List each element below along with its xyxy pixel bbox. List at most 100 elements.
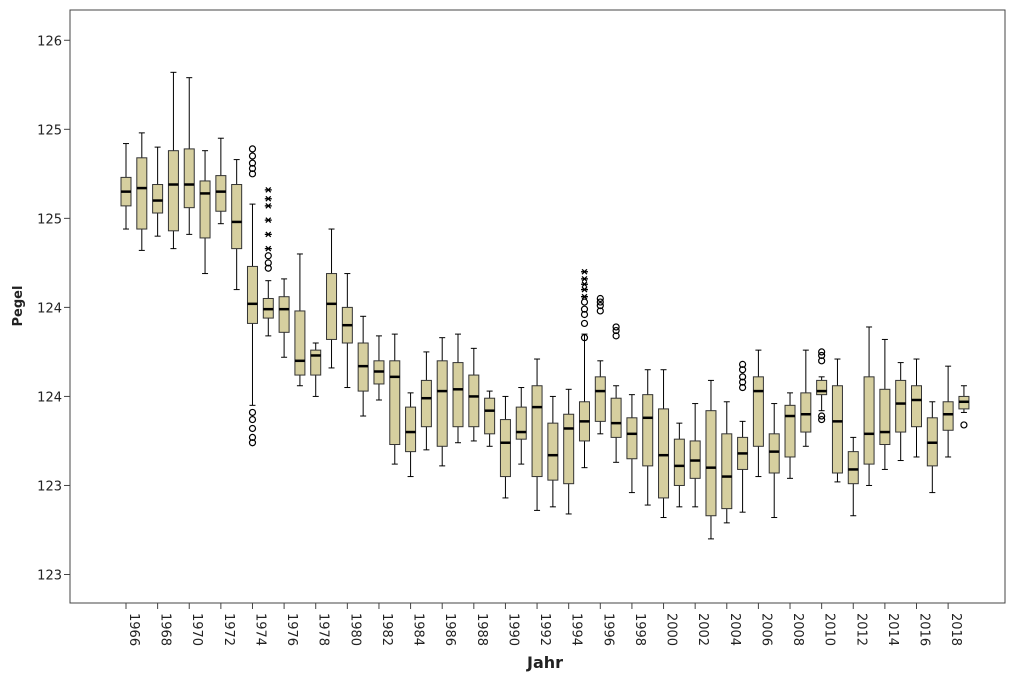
box [942,401,954,431]
box [246,265,258,324]
y-tick-label: 123 [37,569,62,584]
outlier [264,264,272,272]
box [199,180,211,239]
x-tick-label: 2010 [822,613,837,646]
outlier [818,351,826,360]
box [626,417,638,460]
x-tick-label: 1980 [347,613,362,646]
x-tick-label: 1986 [442,613,457,646]
x-axis-title: Jahr [526,653,563,672]
box [484,397,496,435]
plot-frame [69,9,1006,604]
box [531,385,543,478]
box [420,379,432,428]
outlier [818,357,826,365]
box [768,433,780,474]
box [863,376,875,465]
box [831,385,843,474]
extreme [580,268,588,275]
x-tick-label: 1968 [158,613,173,646]
outlier [818,415,826,424]
x-tick-label: 2004 [727,613,742,646]
box [816,379,828,396]
x-tick-label: 1988 [474,613,489,646]
outlier [248,152,257,160]
x-tick-label: 1982 [379,613,394,646]
box [705,410,717,517]
outlier [580,310,589,319]
box [231,184,243,250]
box [515,406,527,440]
outlier [596,302,604,310]
box [183,148,195,209]
outlier [738,378,747,386]
outlier [612,323,620,331]
x-tick-label: 1996 [600,613,615,646]
box [436,360,448,447]
x-tick-label: 2008 [790,613,805,646]
outlier [248,433,257,441]
box [594,376,606,422]
box [326,273,338,340]
outlier [264,252,272,260]
box [499,419,511,478]
outlier [580,305,589,313]
box [911,385,922,428]
y-tick-label: 125 [37,212,62,227]
outlier [580,334,589,342]
extreme [264,231,272,238]
outlier [738,373,747,381]
outlier [248,439,257,447]
x-tick-label: 1978 [316,613,331,646]
box [879,388,891,446]
box [136,157,148,230]
extreme [580,286,588,293]
box [215,175,227,212]
box [721,433,733,510]
x-tick-label: 2006 [758,613,773,646]
box [278,296,290,333]
x-tick-label: 2002 [695,613,710,646]
y-tick-label: 125 [37,123,62,138]
box [895,379,907,433]
outlier [248,164,257,173]
x-tick-label: 2018 [948,613,963,646]
extreme [264,195,272,202]
x-tick-label: 1970 [189,613,204,646]
x-tick-label: 1972 [221,613,236,646]
x-tick-label: 1974 [252,613,267,646]
y-tick-label: 126 [37,34,62,49]
x-tick-label: 1984 [411,613,426,646]
outlier [596,307,604,315]
outlier [738,366,747,374]
outlier [580,319,589,328]
x-tick-label: 2014 [885,613,900,646]
box [800,392,812,433]
y-axis-title: Pegel [11,286,26,327]
box [294,310,306,376]
extreme [264,202,272,209]
box [563,413,575,485]
box [310,349,322,376]
outlier [264,259,272,267]
x-tick-label: 2000 [664,613,679,646]
box [610,397,622,438]
x-tick-label: 1976 [284,613,299,646]
extreme [580,275,588,282]
x-tick-label: 2012 [853,613,868,646]
outlier [248,159,257,167]
y-tick-label: 124 [37,301,62,316]
box [642,394,654,467]
x-tick-label: 1966 [126,613,141,646]
outlier [960,421,968,429]
box [658,408,670,499]
extreme [580,281,588,288]
x-tick-label: 1994 [569,613,584,646]
box [167,150,179,232]
box [389,360,401,446]
outlier [248,145,257,153]
x-tick-label: 1998 [632,613,647,646]
x-tick-label: 1990 [505,613,520,646]
outlier [738,360,747,368]
